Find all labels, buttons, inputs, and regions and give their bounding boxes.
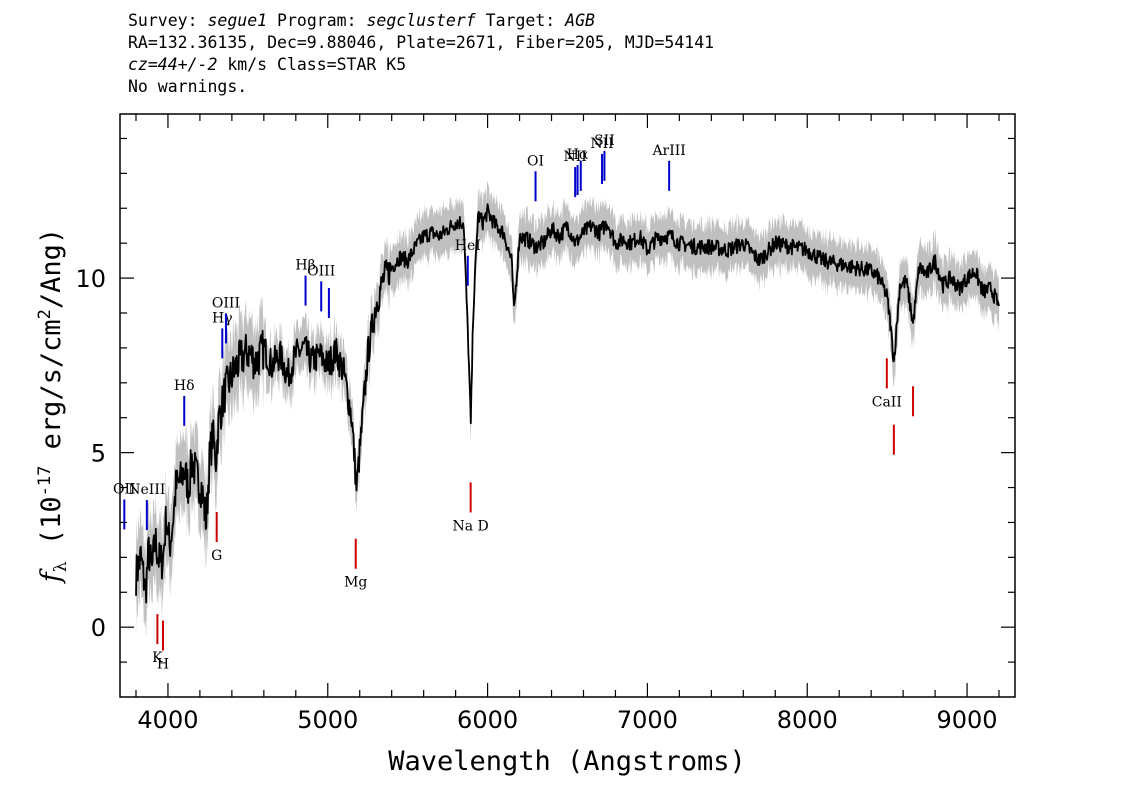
absorption-label-16: K xyxy=(152,650,163,666)
y-tick-label: 0 xyxy=(91,614,106,642)
redshift-class: km/s Class=STAR K5 xyxy=(217,55,407,74)
plot-frame xyxy=(119,113,1016,698)
x-tick-labels: 4000 5000 6000 7000 8000 9000 xyxy=(137,706,997,734)
x-tick-label: 8000 xyxy=(777,706,838,734)
header-line-survey: Survey: segue1 Program: segclusterf Targ… xyxy=(128,10,714,32)
absorption-label-20: Na D xyxy=(453,518,489,534)
x-tick-label: 4000 xyxy=(137,706,198,734)
emission-label-14: SII xyxy=(594,133,615,149)
absorption-label-19: Mg xyxy=(344,575,367,591)
flux-line xyxy=(135,203,1000,604)
program-value: segclusterf xyxy=(366,11,476,30)
x-tick-label: 7000 xyxy=(617,706,678,734)
y-tick-label: 10 xyxy=(75,265,106,293)
flux-series-layer xyxy=(135,203,1000,604)
error-band xyxy=(136,180,999,638)
target-value: AGB xyxy=(565,11,595,30)
x-tick-label: 5000 xyxy=(297,706,358,734)
emission-label-11: Hα xyxy=(567,147,589,163)
header-line-coordinates: RA=132.36135, Dec=9.88046, Plate=2671, F… xyxy=(128,33,715,52)
emission-label-3: Hγ xyxy=(212,310,233,326)
survey-label: Survey: xyxy=(128,11,198,30)
target-label: Target: xyxy=(485,11,556,30)
y-tick-labels: 0 5 10 xyxy=(75,265,106,642)
emission-label-0: OII xyxy=(113,481,136,497)
emission-label-9: OI xyxy=(527,153,544,169)
x-tick-label: 6000 xyxy=(457,706,518,734)
redshift-value: cz=44+/-2 xyxy=(128,55,218,74)
header-line-redshift: cz=44+/-2 km/s Class=STAR K5 xyxy=(128,54,714,76)
x-axis-label: Wavelength (Angstroms) xyxy=(388,746,746,777)
emission-label-8: HeI xyxy=(455,238,481,254)
header-line-warnings: No warnings. xyxy=(128,77,248,96)
emission-label-4: OIII xyxy=(212,295,240,311)
program-label: Program: xyxy=(277,11,357,30)
x-tick-label: 9000 xyxy=(937,706,998,734)
emission-label-5: Hβ xyxy=(295,258,315,274)
absorption-label-17: H xyxy=(157,657,169,673)
emission-label-13: NII xyxy=(590,136,613,152)
axis-ticks xyxy=(120,114,1015,697)
error-band-layer xyxy=(136,180,999,638)
absorption-label-21: CaII xyxy=(872,394,902,410)
emission-label-1: NeIII xyxy=(128,482,165,498)
y-axis-label: fλ (10-17 erg/s/cm2/Ang) xyxy=(35,228,71,584)
spectrum-header: Survey: segue1 Program: segclusterf Targ… xyxy=(128,10,714,98)
emission-label-15: ArIII xyxy=(651,143,685,159)
emission-label-2: Hδ xyxy=(174,378,195,394)
y-tick-label: 5 xyxy=(91,440,106,468)
absorption-label-18: G xyxy=(211,548,222,564)
emission-label-6: OIII xyxy=(307,263,335,279)
survey-value: segue1 xyxy=(207,11,268,30)
